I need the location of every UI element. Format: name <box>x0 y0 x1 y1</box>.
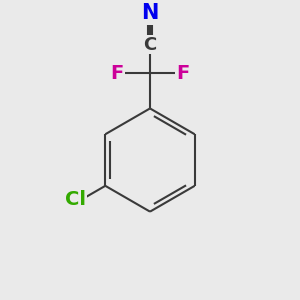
Text: Cl: Cl <box>65 190 86 208</box>
Text: F: F <box>176 64 189 83</box>
Text: C: C <box>143 36 157 54</box>
Text: N: N <box>141 4 159 23</box>
Text: F: F <box>111 64 124 83</box>
